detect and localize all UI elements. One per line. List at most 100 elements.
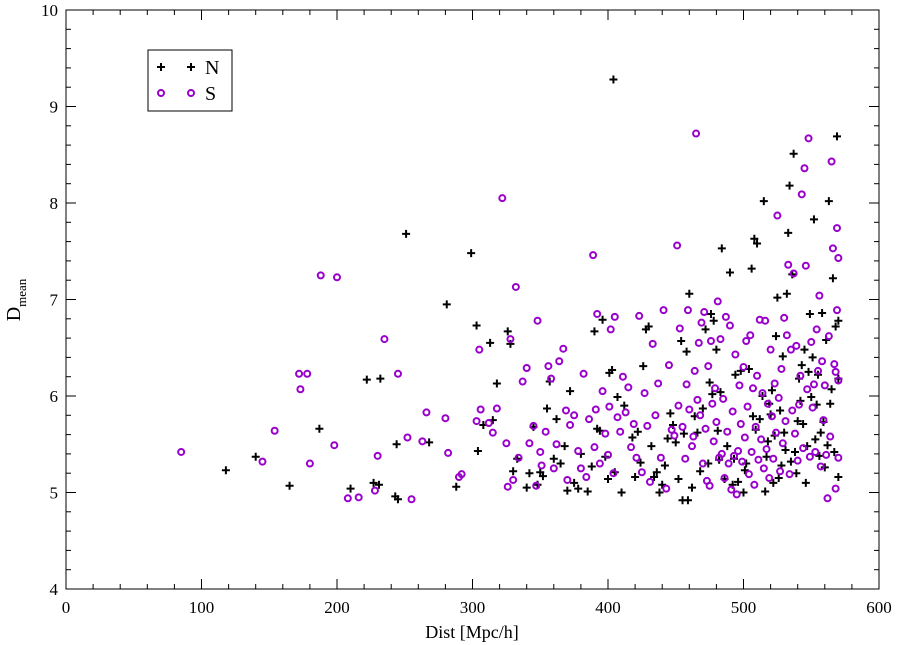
point-s <box>595 459 604 468</box>
point-n <box>823 441 832 450</box>
y-axis-label-main: D <box>3 307 25 321</box>
point-s <box>484 419 493 428</box>
point-s <box>735 381 744 390</box>
point-s <box>824 332 833 341</box>
point-n <box>717 244 726 253</box>
point-s <box>766 345 775 354</box>
point-s <box>632 453 641 462</box>
point-n <box>706 309 715 318</box>
point-s <box>637 468 646 477</box>
point-n <box>525 469 534 478</box>
point-s <box>621 408 630 417</box>
point-s <box>651 411 660 420</box>
point-n <box>315 424 324 433</box>
x-tick-label: 500 <box>731 598 757 617</box>
point-s <box>177 447 186 456</box>
point-n <box>583 487 592 496</box>
point-s <box>831 367 840 376</box>
point-n <box>801 478 810 487</box>
point-n <box>570 478 579 487</box>
point-s <box>784 260 793 269</box>
point-s <box>761 316 770 325</box>
point-n <box>587 462 596 471</box>
point-n <box>425 438 434 447</box>
point-s <box>503 482 512 491</box>
point-s <box>799 444 808 453</box>
point-n <box>620 401 629 410</box>
point-s <box>635 311 644 320</box>
point-n <box>748 412 757 421</box>
point-s <box>762 445 771 454</box>
point-s <box>772 428 781 437</box>
legend-circle-marker <box>187 89 195 97</box>
point-s <box>559 344 568 353</box>
point-s <box>807 337 816 346</box>
point-s <box>444 448 453 457</box>
point-n <box>472 321 481 330</box>
point-n <box>808 353 817 362</box>
point-n <box>590 327 599 336</box>
point-s <box>536 447 545 456</box>
point-s <box>801 261 810 270</box>
point-n <box>831 322 840 331</box>
legend-label-n: N <box>205 57 219 79</box>
point-n <box>685 289 694 298</box>
point-n <box>796 396 805 405</box>
point-s <box>605 402 614 411</box>
point-s <box>380 335 389 344</box>
point-n <box>631 473 640 482</box>
point-s <box>627 443 636 452</box>
point-n <box>797 361 806 370</box>
point-s <box>457 470 466 479</box>
point-s <box>811 447 820 456</box>
point-s <box>696 411 705 420</box>
legend-label-s: S <box>205 83 216 105</box>
point-s <box>826 432 835 441</box>
y-axis-label-sub: mean <box>14 278 29 307</box>
point-s <box>742 336 751 345</box>
point-n <box>701 325 710 334</box>
point-n <box>617 488 626 497</box>
point-s <box>800 164 809 173</box>
point-n <box>759 197 768 206</box>
point-n <box>769 478 778 487</box>
point-s <box>708 399 717 408</box>
point-s <box>709 437 718 446</box>
point-n <box>832 132 841 141</box>
point-s <box>316 271 325 280</box>
point-s <box>782 331 791 340</box>
point-s <box>793 456 802 465</box>
point-s <box>681 454 690 463</box>
point-s <box>721 312 730 321</box>
point-s <box>472 417 481 426</box>
point-n <box>731 370 740 379</box>
point-n <box>774 474 783 483</box>
point-s <box>537 461 546 470</box>
point-n <box>708 390 717 399</box>
point-n <box>772 332 781 341</box>
point-n <box>786 457 795 466</box>
point-s <box>711 384 720 393</box>
point-s <box>774 393 783 402</box>
point-n <box>563 486 572 495</box>
point-s <box>689 432 698 441</box>
y-axis-label: Dmean <box>3 278 29 321</box>
point-s <box>790 429 799 438</box>
point-s <box>618 372 627 381</box>
point-s <box>704 362 713 371</box>
point-s <box>719 394 728 403</box>
point-n <box>402 229 411 238</box>
point-n <box>452 482 461 491</box>
point-n <box>834 473 843 482</box>
y-tick-label: 4 <box>50 580 59 599</box>
point-n <box>598 315 607 324</box>
point-n <box>613 392 622 401</box>
point-s <box>574 447 583 456</box>
point-s <box>780 313 789 322</box>
point-n <box>509 467 518 476</box>
point-n <box>753 239 762 248</box>
point-s <box>604 450 612 459</box>
point-s <box>593 309 602 318</box>
point-s <box>685 405 694 414</box>
